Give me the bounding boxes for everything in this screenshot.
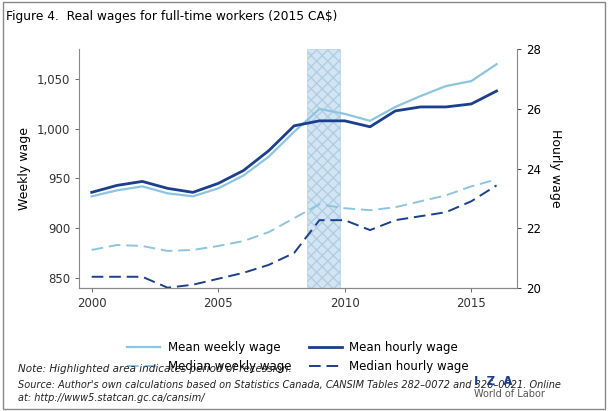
Bar: [307, 49, 340, 288]
Text: at: http://www5.statcan.gc.ca/cansim/: at: http://www5.statcan.gc.ca/cansim/: [18, 393, 205, 402]
Text: Note: Highlighted area indicates period of recession.: Note: Highlighted area indicates period …: [18, 364, 292, 374]
Legend: Mean weekly wage, Median weekly wage, Mean hourly wage, Median hourly wage: Mean weekly wage, Median weekly wage, Me…: [123, 337, 473, 378]
Text: I  Z  A: I Z A: [474, 375, 513, 388]
Text: World of Labor: World of Labor: [474, 389, 545, 399]
Text: Figure 4.  Real wages for full-time workers (2015 CA$): Figure 4. Real wages for full-time worke…: [6, 10, 337, 23]
Y-axis label: Hourly wage: Hourly wage: [549, 129, 562, 208]
Y-axis label: Weekly wage: Weekly wage: [18, 127, 31, 210]
Text: Source: Author's own calculations based on Statistics Canada, CANSIM Tables 282–: Source: Author's own calculations based …: [18, 380, 561, 390]
